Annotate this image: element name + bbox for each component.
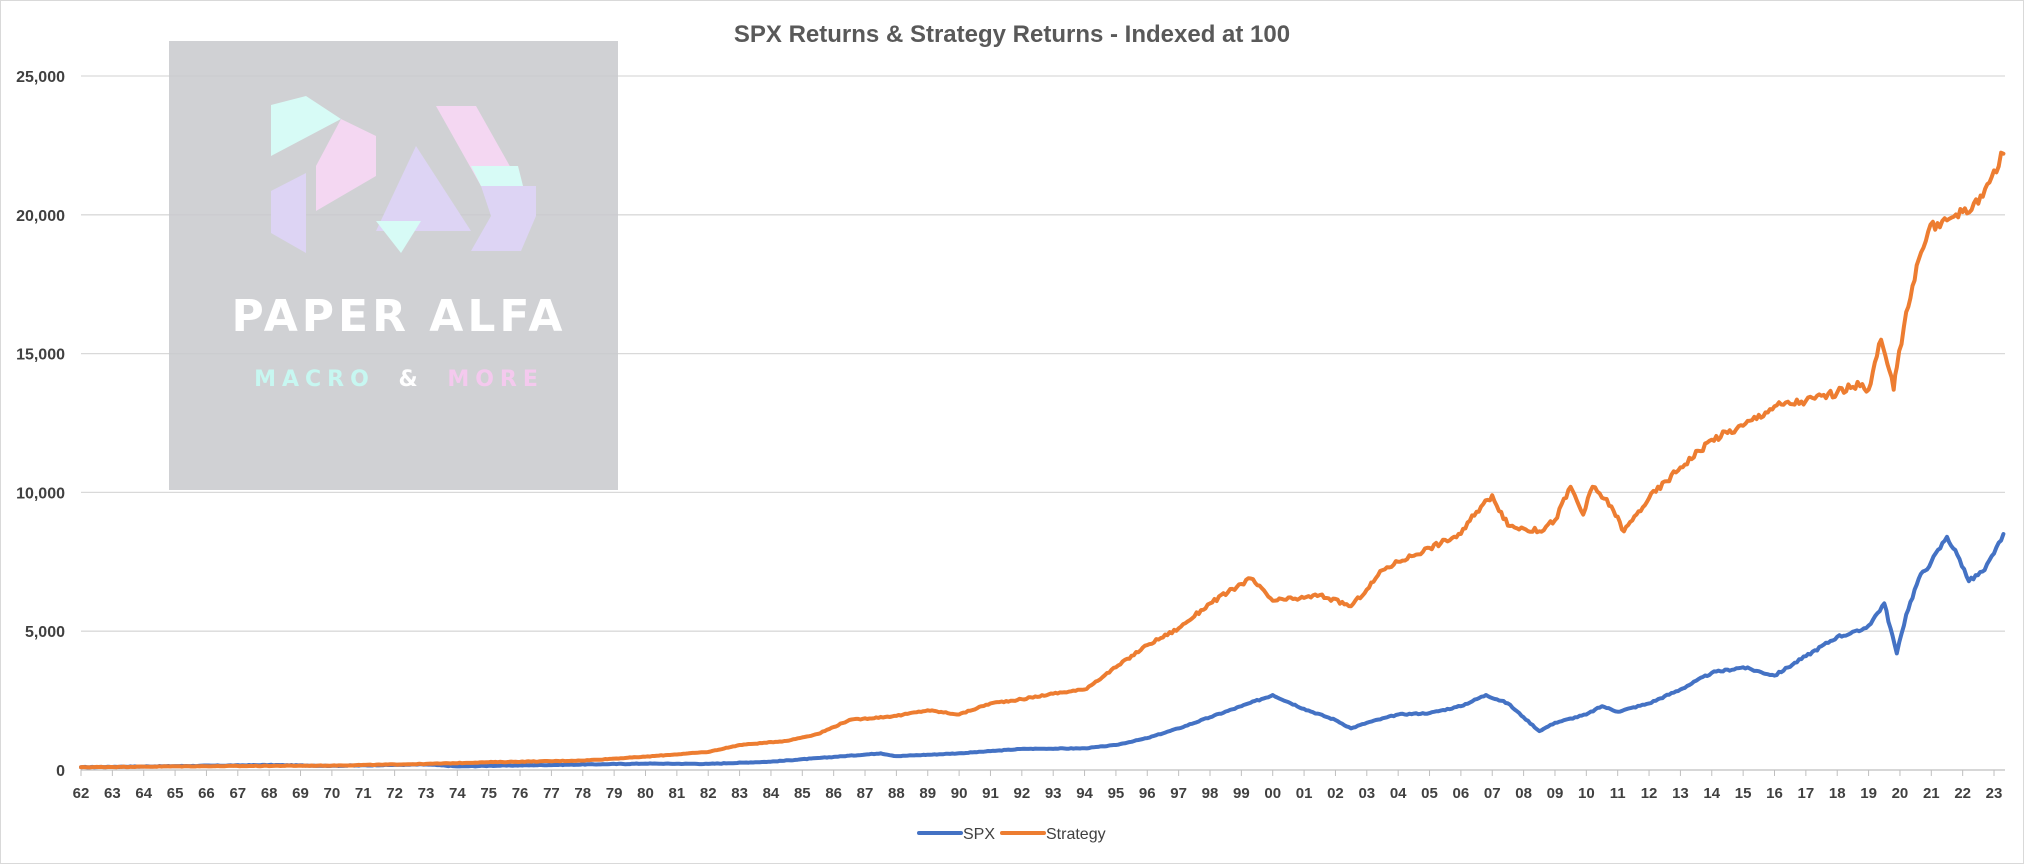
x-tick-label: 63: [104, 785, 121, 802]
x-tick-label: 18: [1829, 785, 1846, 802]
x-tick-label: 69: [292, 785, 309, 802]
y-tick-label: 5,000: [25, 624, 65, 641]
y-tick-label: 10,000: [16, 485, 65, 502]
y-tick-label: 15,000: [16, 347, 65, 364]
x-tick-label: 13: [1672, 785, 1689, 802]
x-tick-label: 89: [919, 785, 936, 802]
x-tick-label: 01: [1296, 785, 1313, 802]
x-tick-label: 85: [794, 785, 811, 802]
x-tick-label: 72: [386, 785, 403, 802]
watermark-title: PAPER ALFA: [232, 291, 567, 342]
x-tick-label: 04: [1390, 785, 1407, 802]
x-tick-label: 91: [982, 785, 999, 802]
x-axis-ticks: 62 63 64 65 66 67 68 69 70 71 72 73 74 75 76 77 78 79 80 81…: [73, 770, 2003, 802]
x-tick-label: 99: [1233, 785, 1250, 802]
x-tick-label: 21: [1923, 785, 1940, 802]
series-lines: [79, 150, 2006, 770]
x-tick-label: 80: [637, 785, 654, 802]
x-tick-label: 83: [731, 785, 748, 802]
x-tick-label: 19: [1860, 785, 1877, 802]
x-tick-label: 78: [574, 785, 591, 802]
watermark-box: [169, 41, 618, 490]
x-tick-label: 84: [763, 785, 780, 802]
x-tick-label: 77: [543, 785, 560, 802]
x-tick-label: 73: [418, 785, 435, 802]
x-tick-label: 06: [1453, 785, 1470, 802]
x-tick-label: 87: [857, 785, 874, 802]
x-tick-label: 82: [700, 785, 717, 802]
x-tick-label: 65: [167, 785, 184, 802]
x-tick-label: 98: [1202, 785, 1219, 802]
x-tick-label: 70: [324, 785, 341, 802]
x-tick-label: 15: [1735, 785, 1752, 802]
x-tick-label: 17: [1798, 785, 1815, 802]
x-tick-label: 00: [1264, 785, 1281, 802]
watermark-subtitle-amp: &: [398, 367, 423, 392]
x-tick-label: 05: [1421, 785, 1438, 802]
watermark-subtitle-more: MORE: [447, 367, 544, 392]
x-tick-label: 11: [1610, 785, 1626, 802]
legend-label-strategy: Strategy: [1046, 826, 1106, 843]
y-tick-label: 20,000: [16, 208, 65, 225]
series-line-spx: [79, 532, 2006, 770]
x-tick-label: 03: [1358, 785, 1375, 802]
x-tick-label: 71: [355, 785, 372, 802]
chart-title: SPX Returns & Strategy Returns - Indexed…: [734, 21, 1290, 48]
x-tick-label: 07: [1484, 785, 1501, 802]
x-tick-label: 62: [73, 785, 90, 802]
watermark-subtitle: MACRO & MORE: [254, 367, 544, 392]
x-tick-label: 64: [135, 785, 152, 802]
x-tick-label: 68: [261, 785, 278, 802]
y-axis-ticks: 0 5,000 10,000 15,000 20,000 25,000: [16, 69, 65, 780]
x-tick-label: 02: [1327, 785, 1344, 802]
x-tick-label: 92: [1013, 785, 1030, 802]
x-tick-label: 86: [825, 785, 842, 802]
x-tick-label: 79: [606, 785, 623, 802]
x-tick-label: 16: [1766, 785, 1783, 802]
x-tick-label: 66: [198, 785, 215, 802]
x-tick-label: 08: [1515, 785, 1532, 802]
x-tick-label: 88: [888, 785, 905, 802]
x-tick-label: 67: [229, 785, 246, 802]
x-tick-label: 14: [1703, 785, 1720, 802]
x-tick-label: 76: [512, 785, 529, 802]
legend: SPX Strategy: [917, 826, 1106, 843]
x-tick-label: 93: [1045, 785, 1062, 802]
x-tick-label: 75: [480, 785, 497, 802]
x-tick-label: 23: [1986, 785, 2003, 802]
watermark: PAPER ALFA MACRO & MORE: [169, 41, 618, 490]
x-tick-label: 22: [1954, 785, 1971, 802]
x-tick-label: 94: [1076, 785, 1093, 802]
legend-label-spx: SPX: [963, 826, 995, 843]
y-tick-label: 0: [56, 763, 65, 780]
x-tick-label: 95: [1108, 785, 1125, 802]
x-tick-label: 09: [1547, 785, 1564, 802]
x-tick-label: 97: [1170, 785, 1187, 802]
watermark-subtitle-macro: MACRO: [254, 367, 375, 392]
x-tick-label: 74: [449, 785, 466, 802]
x-tick-label: 90: [951, 785, 968, 802]
x-tick-label: 10: [1578, 785, 1595, 802]
x-tick-label: 81: [669, 785, 686, 802]
y-tick-label: 25,000: [16, 69, 65, 86]
x-tick-label: 20: [1892, 785, 1909, 802]
x-tick-label: 12: [1641, 785, 1658, 802]
paper-alfa-logo-icon: [271, 96, 536, 253]
series-line-strategy: [79, 150, 2006, 770]
x-tick-label: 96: [1139, 785, 1156, 802]
